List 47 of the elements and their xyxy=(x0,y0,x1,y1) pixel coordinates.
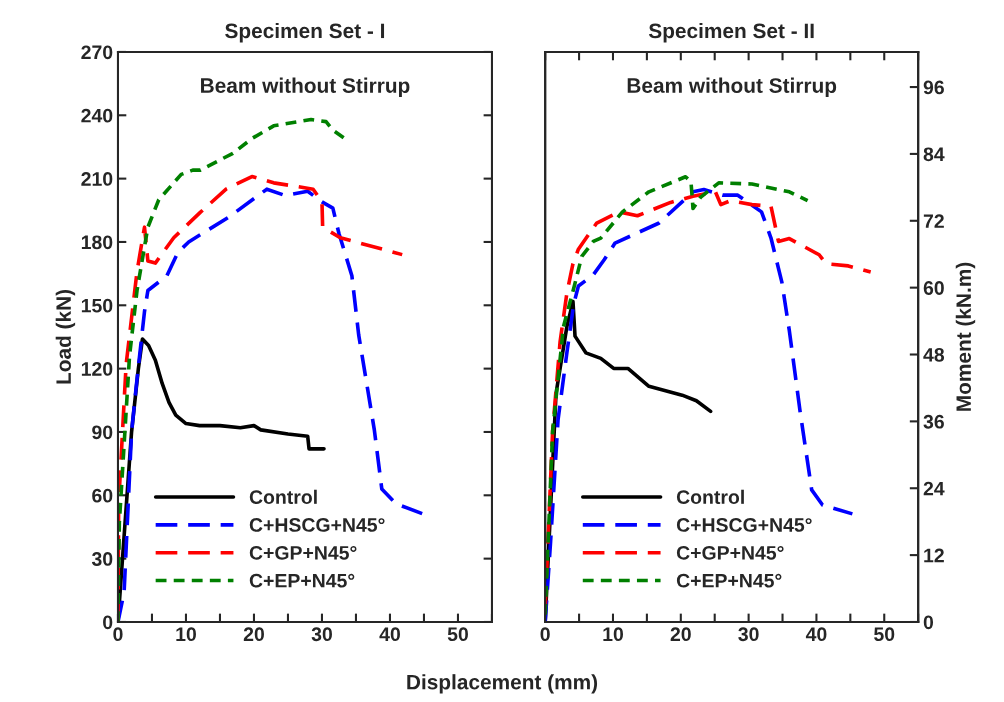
x-tick-label: 10 xyxy=(603,627,624,642)
y-tick-label: 60 xyxy=(92,488,113,503)
y2-tick-label: 24 xyxy=(923,481,945,496)
legend-label: Control xyxy=(249,489,317,505)
y2-tick-label: 84 xyxy=(923,147,945,162)
annotation: Beam without Stirrup xyxy=(201,77,410,98)
legend-label: C+EP+N45° xyxy=(249,573,355,588)
y2-tick-label: 12 xyxy=(924,548,944,563)
x-tick-label: 50 xyxy=(447,627,468,642)
x-tick-label: 30 xyxy=(738,627,759,642)
y-tick-label: 120 xyxy=(81,362,113,376)
y-tick-label: 270 xyxy=(81,45,113,60)
y-tick-label: 0 xyxy=(103,615,113,630)
y-tick-label: 90 xyxy=(92,425,113,440)
y2-tick-label: 48 xyxy=(923,347,945,362)
y2-tick-label: 0 xyxy=(923,615,934,630)
legend-label: C+GP+N45° xyxy=(676,545,784,560)
y-axis-title: Load (kN) xyxy=(55,289,76,384)
y2-tick-label: 96 xyxy=(923,80,944,95)
y-tick-label: 150 xyxy=(81,298,113,313)
legend-label: Control xyxy=(676,489,744,505)
x-tick-label: 40 xyxy=(379,627,400,642)
legend-label: C+EP+N45° xyxy=(676,573,782,588)
y2-tick-label: 36 xyxy=(923,414,944,429)
annotation: Beam without Stirrup xyxy=(627,77,837,98)
legend-label: C+HSCG+N45° xyxy=(249,518,385,532)
x-tick-label: 0 xyxy=(113,627,123,642)
x-tick-label: 20 xyxy=(670,627,691,642)
chart-title: Specimen Set - I xyxy=(225,22,385,43)
y-tick-label: 180 xyxy=(81,235,113,250)
x-tick-label: 30 xyxy=(311,627,332,642)
y-tick-label: 240 xyxy=(81,108,113,123)
chart-title: Specimen Set - II xyxy=(648,22,814,43)
y-tick-label: 30 xyxy=(91,552,113,566)
x-tick-label: 20 xyxy=(243,627,264,642)
x-tick-label: 50 xyxy=(874,627,895,642)
x-axis-title: Displacement (mm) xyxy=(407,674,598,694)
legend-label: C+GP+N45° xyxy=(249,545,357,560)
x-tick-label: 10 xyxy=(176,627,196,642)
y-tick-label: 210 xyxy=(81,172,113,186)
y2-axis-title: Moment (kN.m) xyxy=(955,262,976,411)
y2-tick-label: 60 xyxy=(923,281,944,295)
legend-label: C+HSCG+N45° xyxy=(676,518,812,532)
x-tick-label: 0 xyxy=(540,627,550,642)
y2-tick-label: 72 xyxy=(923,214,944,228)
line-series xyxy=(545,174,810,617)
x-tick-label: 40 xyxy=(805,627,827,642)
